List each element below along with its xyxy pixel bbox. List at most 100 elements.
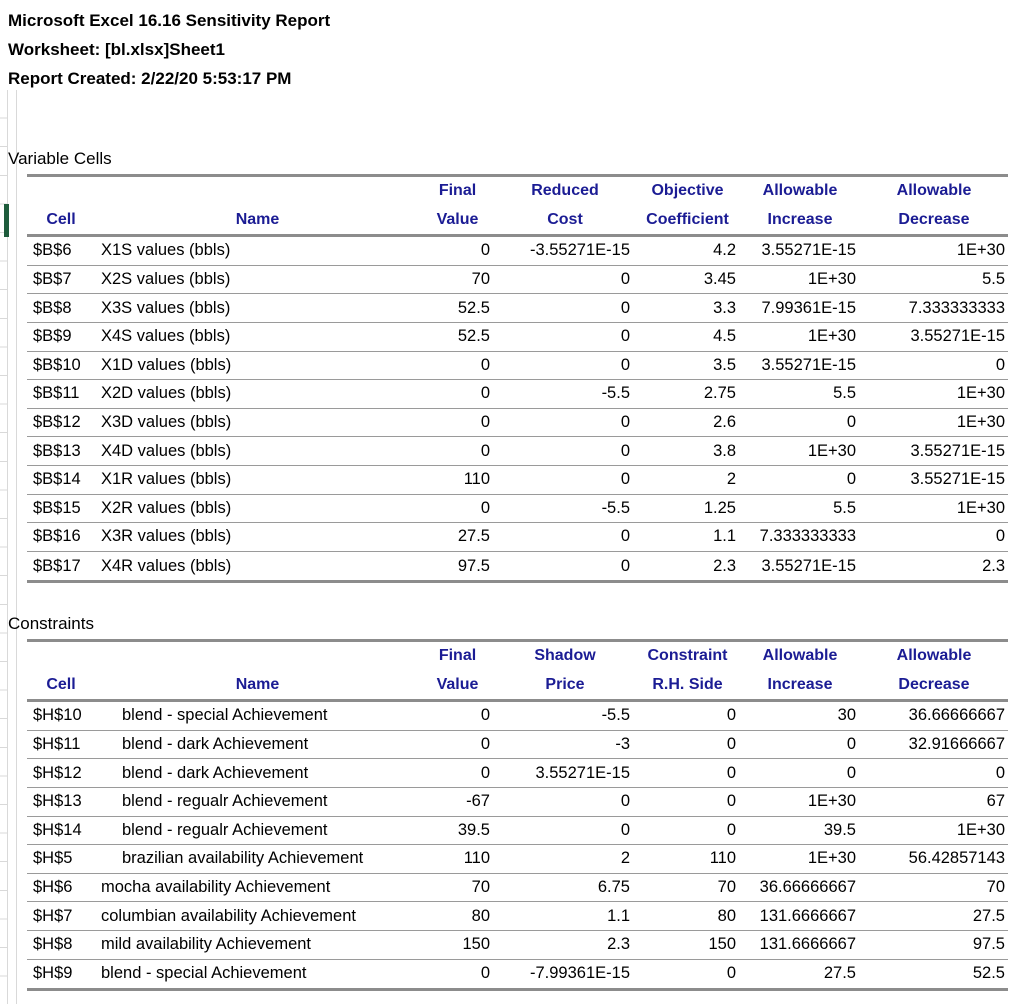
allowable-increase[interactable]: 39.5 <box>823 820 856 839</box>
column-header-allowable-inc[interactable]: Allowable <box>762 182 838 200</box>
shadow-price[interactable]: 3.55271E-15 <box>535 763 631 782</box>
constraint-name[interactable]: blend - special Achievement <box>101 964 307 983</box>
reduced-cost[interactable]: 0 <box>620 270 630 289</box>
allowable-increase[interactable]: 1E+30 <box>807 441 856 460</box>
allowable-decrease[interactable]: 52.5 <box>972 964 1005 983</box>
reduced-cost[interactable]: 0 <box>620 470 630 489</box>
allowable-decrease[interactable]: 1E+30 <box>956 241 1005 260</box>
final-value[interactable]: 150 <box>462 935 490 954</box>
cell-name[interactable]: X4S values (bbls) <box>101 327 231 346</box>
column-header-name[interactable]: Name <box>235 210 280 228</box>
final-value[interactable]: 70 <box>471 270 490 289</box>
constraint-name[interactable]: blend - special Achievement <box>122 706 328 725</box>
cell-name[interactable]: X1R values (bbls) <box>101 470 232 489</box>
objective-coefficient[interactable]: 2.3 <box>713 556 736 575</box>
final-value[interactable]: 0 <box>480 355 490 374</box>
column-header-rh-side[interactable]: R.H. Side <box>652 675 723 693</box>
objective-coefficient[interactable]: 4.2 <box>713 241 736 260</box>
objective-coefficient[interactable]: 4.5 <box>713 327 736 346</box>
allowable-increase[interactable]: 1E+30 <box>807 270 856 289</box>
reduced-cost[interactable]: -3.55271E-15 <box>530 241 630 260</box>
allowable-increase[interactable]: 1E+30 <box>807 849 856 868</box>
final-value[interactable]: -67 <box>466 792 490 811</box>
column-header-allowable-inc[interactable]: Allowable <box>762 647 838 665</box>
cell-reference[interactable]: $H$6 <box>33 878 73 897</box>
objective-coefficient[interactable]: 2.75 <box>703 384 736 403</box>
objective-coefficient[interactable]: 2.6 <box>713 413 736 432</box>
constraint-name[interactable]: blend - dark Achievement <box>122 735 309 754</box>
cell-name[interactable]: X2D values (bbls) <box>101 384 232 403</box>
final-value[interactable]: 27.5 <box>457 527 490 546</box>
final-value[interactable]: 0 <box>480 498 490 517</box>
cell-reference[interactable]: $H$7 <box>33 906 73 925</box>
constraint-name[interactable]: blend - regualr Achievement <box>122 820 328 839</box>
cell-reference[interactable]: $B$9 <box>33 327 72 346</box>
column-header-shadow[interactable]: Shadow <box>534 647 596 665</box>
allowable-decrease[interactable]: 1E+30 <box>956 413 1005 432</box>
allowable-decrease[interactable]: 1E+30 <box>956 498 1005 517</box>
cell-name[interactable]: X3S values (bbls) <box>101 298 231 317</box>
allowable-increase[interactable]: 1E+30 <box>807 792 856 811</box>
column-header-decrease[interactable]: Decrease <box>898 675 970 693</box>
column-header-value[interactable]: Value <box>436 675 479 693</box>
cell-name[interactable]: X4R values (bbls) <box>101 556 232 575</box>
column-header-final[interactable]: Final <box>438 647 477 665</box>
cell-reference[interactable]: $B$10 <box>33 355 81 374</box>
shadow-price[interactable]: 0 <box>620 820 630 839</box>
cell-reference[interactable]: $B$13 <box>33 441 81 460</box>
constraint-rh-side[interactable]: 0 <box>726 735 736 754</box>
shadow-price[interactable]: -3 <box>615 735 630 754</box>
column-header-price[interactable]: Price <box>545 675 585 693</box>
shadow-price[interactable]: 6.75 <box>597 878 630 897</box>
reduced-cost[interactable]: 0 <box>620 527 630 546</box>
final-value[interactable]: 0 <box>480 763 490 782</box>
allowable-decrease[interactable]: 32.91666667 <box>908 735 1005 754</box>
cell-reference[interactable]: $B$11 <box>33 384 80 403</box>
allowable-decrease[interactable]: 56.42857143 <box>908 849 1005 868</box>
allowable-increase[interactable]: 0 <box>846 735 856 754</box>
cell-name[interactable]: X3D values (bbls) <box>101 413 232 432</box>
column-header-cost[interactable]: Cost <box>547 210 583 228</box>
allowable-increase[interactable]: 7.333333333 <box>759 527 856 546</box>
cell-reference[interactable]: $H$12 <box>33 763 82 782</box>
allowable-decrease[interactable]: 0 <box>995 763 1005 782</box>
cell-reference[interactable]: $B$12 <box>33 413 81 432</box>
allowable-increase[interactable]: 36.66666667 <box>759 878 856 897</box>
allowable-increase[interactable]: 0 <box>846 763 856 782</box>
allowable-decrease[interactable]: 70 <box>986 878 1005 897</box>
allowable-decrease[interactable]: 67 <box>986 792 1005 811</box>
shadow-price[interactable]: 2.3 <box>607 935 630 954</box>
column-header-cell[interactable]: Cell <box>46 210 76 228</box>
constraint-name[interactable]: brazilian availability Achievement <box>122 849 364 868</box>
allowable-increase[interactable]: 5.5 <box>833 498 856 517</box>
constraint-rh-side[interactable]: 0 <box>726 706 736 725</box>
cell-reference[interactable]: $B$16 <box>33 527 81 546</box>
allowable-increase[interactable]: 0 <box>846 470 856 489</box>
allowable-decrease[interactable]: 0 <box>995 355 1005 374</box>
constraint-name[interactable]: mild availability Achievement <box>101 935 312 954</box>
allowable-increase[interactable]: 131.6666667 <box>759 906 856 925</box>
shadow-price[interactable]: 1.1 <box>607 906 630 925</box>
final-value[interactable]: 110 <box>463 470 490 489</box>
final-value[interactable]: 0 <box>480 241 490 260</box>
constraint-name[interactable]: blend - dark Achievement <box>122 763 309 782</box>
cell-reference[interactable]: $B$8 <box>33 298 72 317</box>
constraint-rh-side[interactable]: 0 <box>726 792 736 811</box>
constraint-name[interactable]: mocha availability Achievement <box>101 878 331 897</box>
column-header-coefficient[interactable]: Coefficient <box>646 210 729 228</box>
constraint-name[interactable]: columbian availability Achievement <box>101 906 356 925</box>
allowable-decrease[interactable]: 3.55271E-15 <box>910 327 1006 346</box>
allowable-increase[interactable]: 30 <box>837 706 856 725</box>
shadow-price[interactable]: 0 <box>620 792 630 811</box>
column-header-cell[interactable]: Cell <box>46 675 76 693</box>
constraint-rh-side[interactable]: 0 <box>726 763 736 782</box>
cell-reference[interactable]: $H$13 <box>33 792 82 811</box>
allowable-decrease[interactable]: 5.5 <box>982 270 1005 289</box>
allowable-decrease[interactable]: 7.333333333 <box>908 298 1005 317</box>
allowable-increase[interactable]: 3.55271E-15 <box>761 355 857 374</box>
objective-coefficient[interactable]: 3.5 <box>713 355 736 374</box>
allowable-decrease[interactable]: 2.3 <box>982 556 1005 575</box>
column-header-reduced[interactable]: Reduced <box>531 182 599 200</box>
constraint-rh-side[interactable]: 70 <box>717 878 736 897</box>
column-header-increase[interactable]: Increase <box>767 675 833 693</box>
